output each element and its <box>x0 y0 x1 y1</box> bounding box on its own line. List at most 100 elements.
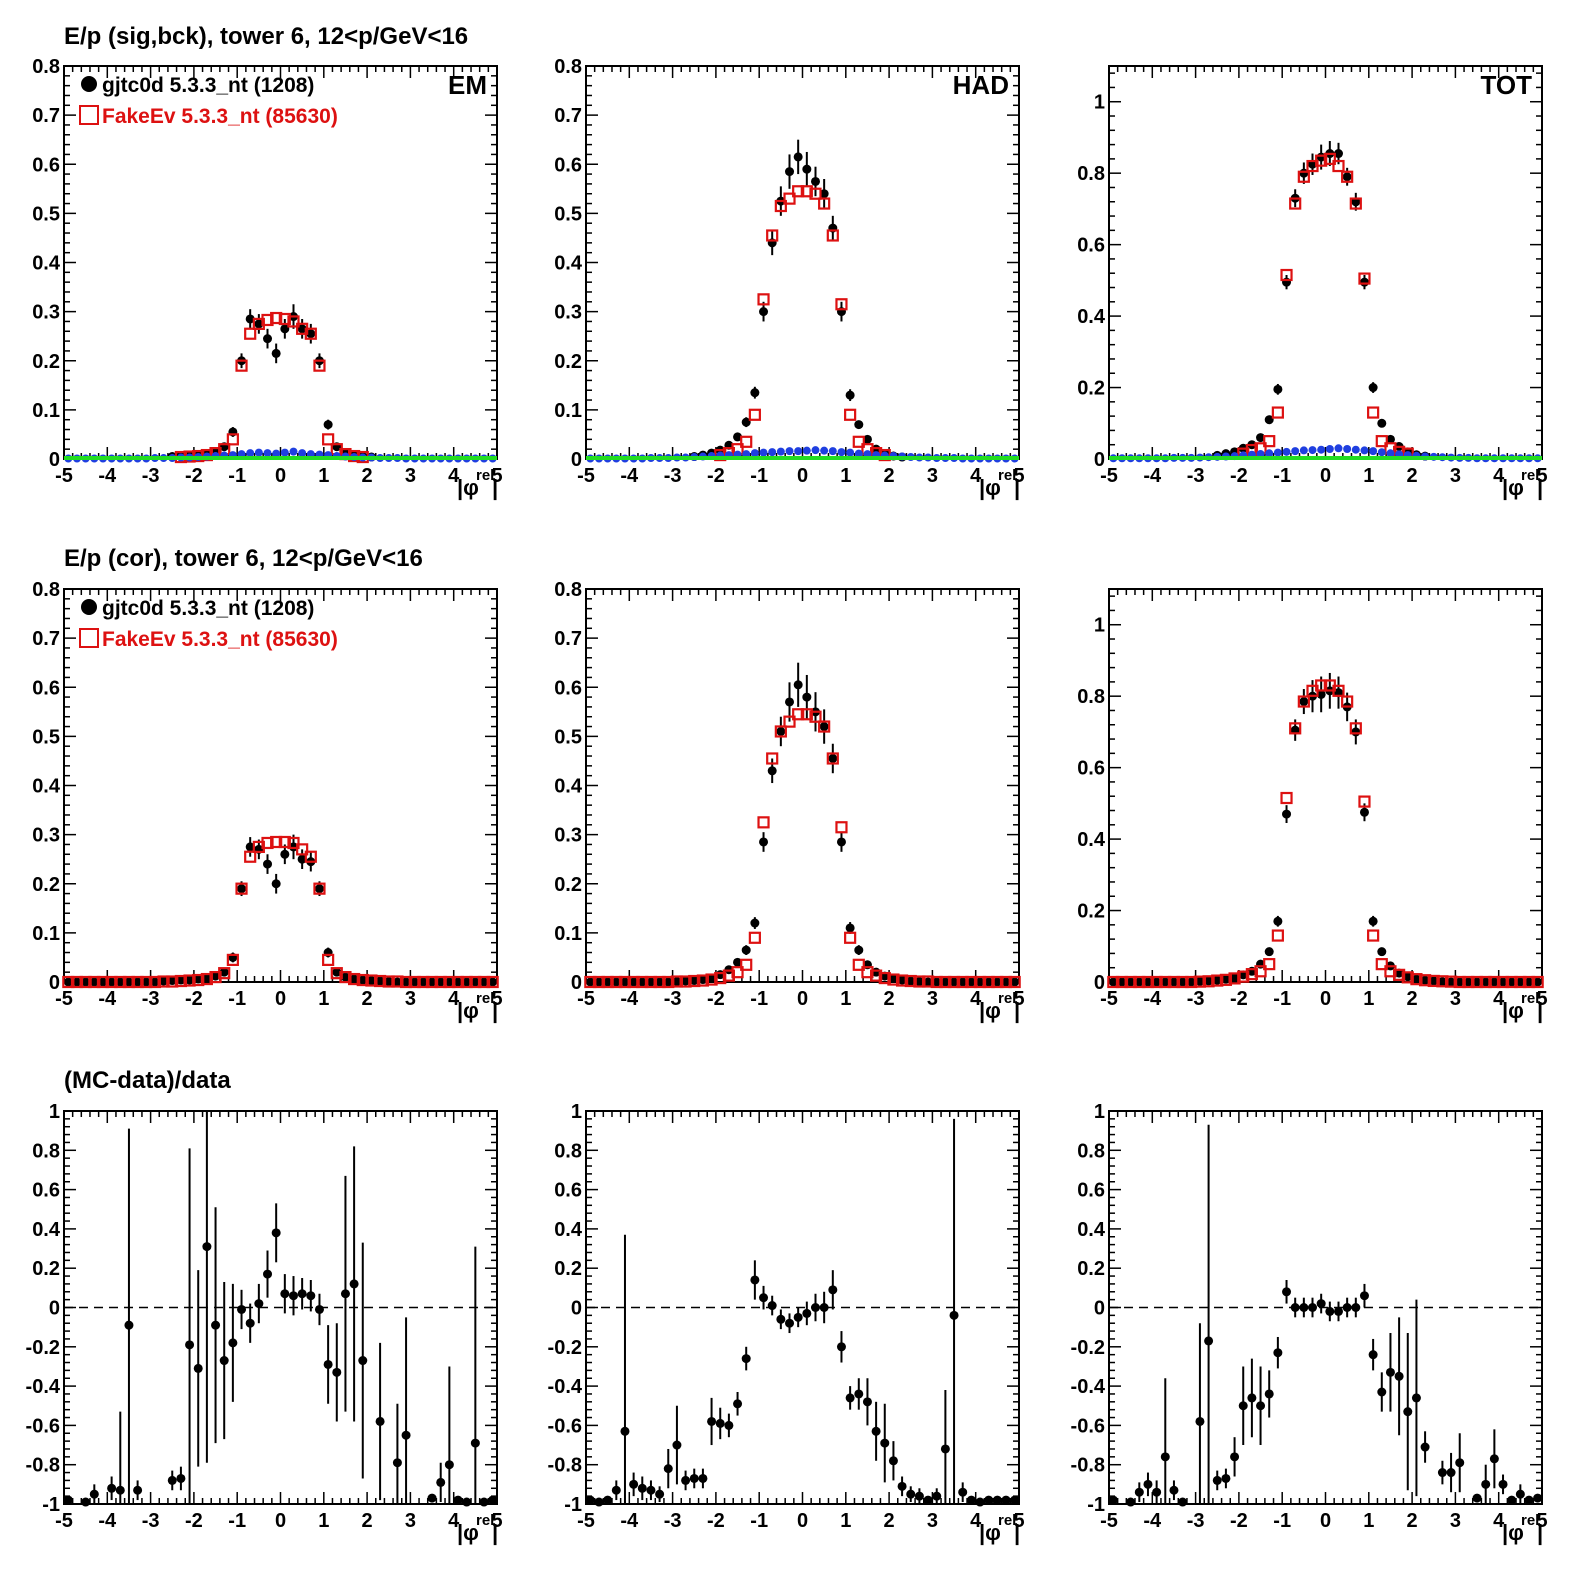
x-axis-label-sup: rel <box>476 1512 494 1529</box>
panel-label: HAD <box>953 70 1009 100</box>
x-tick-label: -2 <box>185 465 203 487</box>
mc-point <box>88 975 101 989</box>
data-point <box>89 1489 99 1499</box>
mc-point <box>278 835 291 849</box>
data-point <box>975 977 985 987</box>
x-tick-label: 4 <box>970 1510 982 1532</box>
data-point <box>1472 1493 1482 1503</box>
y-tick-label: 0.4 <box>1077 306 1106 328</box>
mc-point <box>679 975 692 988</box>
legend-label-mc: FakeEv 5.3.3_nt (85630) <box>102 628 338 651</box>
data-point <box>427 1493 437 1503</box>
data-point <box>897 1481 907 1491</box>
data-point <box>1273 916 1283 926</box>
data-point <box>314 884 324 894</box>
x-tick-label: 1 <box>318 465 329 487</box>
data-point <box>1446 1468 1456 1478</box>
x-tick-label: -2 <box>185 1510 203 1532</box>
mc-point <box>705 973 718 986</box>
data-point <box>263 859 273 869</box>
mc-point <box>1375 958 1388 971</box>
y-tick-label: -0.4 <box>26 1376 61 1398</box>
mc-point <box>1496 975 1510 989</box>
mc-point <box>844 408 857 421</box>
x-tick-label: 1 <box>840 465 851 487</box>
x-tick-label: 4 <box>1493 988 1505 1010</box>
y-tick-label: 0.6 <box>32 154 60 176</box>
y-tick-label: 0.4 <box>554 253 583 275</box>
data-point <box>698 975 708 985</box>
background-data-point <box>1256 449 1265 458</box>
x-tick-label: 5 <box>491 1510 502 1532</box>
mc-point <box>1470 975 1484 989</box>
data-point <box>1385 434 1395 444</box>
data-point <box>819 189 829 199</box>
mc-point <box>486 975 499 989</box>
mc-point <box>1185 975 1198 989</box>
data-point <box>603 977 613 987</box>
background-data-point <box>254 448 263 457</box>
x-tick-label: -3 <box>664 988 682 1010</box>
y-tick-label: 1 <box>1094 92 1105 114</box>
x-axis-label-sup: rel <box>476 990 494 1007</box>
data-point <box>1134 1487 1144 1497</box>
mc-point <box>740 958 753 971</box>
y-tick-label: -0.4 <box>1071 1376 1106 1398</box>
data-point <box>444 977 454 987</box>
y-tick-label: 0.8 <box>1077 686 1105 708</box>
mc-point <box>1141 975 1155 989</box>
data-point <box>1533 977 1543 987</box>
mc-point <box>774 725 787 738</box>
data-point <box>202 1242 212 1252</box>
x-tick-label: 2 <box>362 1510 373 1532</box>
background-data-point <box>1386 449 1395 458</box>
chart-panels: -5 -4 -3 -2 -1 0 1 2 3 4 5 0 0.1 0.2 0.3 0.4 0.5 0.6 0.7 0.… <box>26 56 1548 1545</box>
mc-point <box>1367 406 1380 419</box>
data-point <box>1108 977 1118 987</box>
x-axis-label: |φ <box>979 1520 1001 1545</box>
data-point <box>1001 977 1011 987</box>
mc-point <box>783 192 796 205</box>
data-point <box>637 1483 647 1493</box>
mc-point <box>1384 965 1397 978</box>
x-tick-label: -2 <box>707 465 725 487</box>
x-tick-label: 0 <box>275 988 286 1010</box>
mc-point <box>592 975 606 989</box>
data-point <box>263 334 273 344</box>
mc-point <box>1280 268 1293 282</box>
data-point <box>603 1495 613 1505</box>
data-point <box>1117 977 1127 987</box>
data-point <box>828 1285 838 1295</box>
mc-point <box>1453 975 1466 989</box>
mc-point <box>618 975 632 989</box>
data-point <box>793 680 803 690</box>
mc-point <box>947 975 961 989</box>
mc-point <box>1159 975 1172 989</box>
data-point <box>297 1289 307 1299</box>
y-tick-label: 0 <box>49 972 60 994</box>
background-data-point <box>1308 446 1317 455</box>
data-point <box>1230 1452 1240 1462</box>
data-point <box>776 1314 786 1324</box>
background-data-point <box>854 449 863 458</box>
data-point <box>1247 1393 1257 1403</box>
x-axis-label-sup: rel <box>998 1512 1016 1529</box>
x-tick-label: -2 <box>185 988 203 1010</box>
data-point <box>845 923 855 933</box>
mc-point <box>783 715 796 728</box>
data-point <box>1403 1407 1413 1417</box>
background-data-point <box>828 447 837 456</box>
x-tick-label: 5 <box>1536 465 1547 487</box>
data-point <box>401 977 411 987</box>
data-point <box>306 1291 316 1301</box>
background-data-point <box>750 449 759 458</box>
data-point <box>107 1483 117 1493</box>
mc-point <box>1479 975 1492 989</box>
x-tick-label: -4 <box>620 988 639 1010</box>
data-point <box>1160 977 1170 987</box>
mc-point <box>1323 152 1336 165</box>
x-tick-label: -5 <box>55 988 73 1010</box>
mc-point <box>304 327 317 340</box>
mc-point <box>809 187 822 200</box>
mc-point <box>218 967 231 980</box>
